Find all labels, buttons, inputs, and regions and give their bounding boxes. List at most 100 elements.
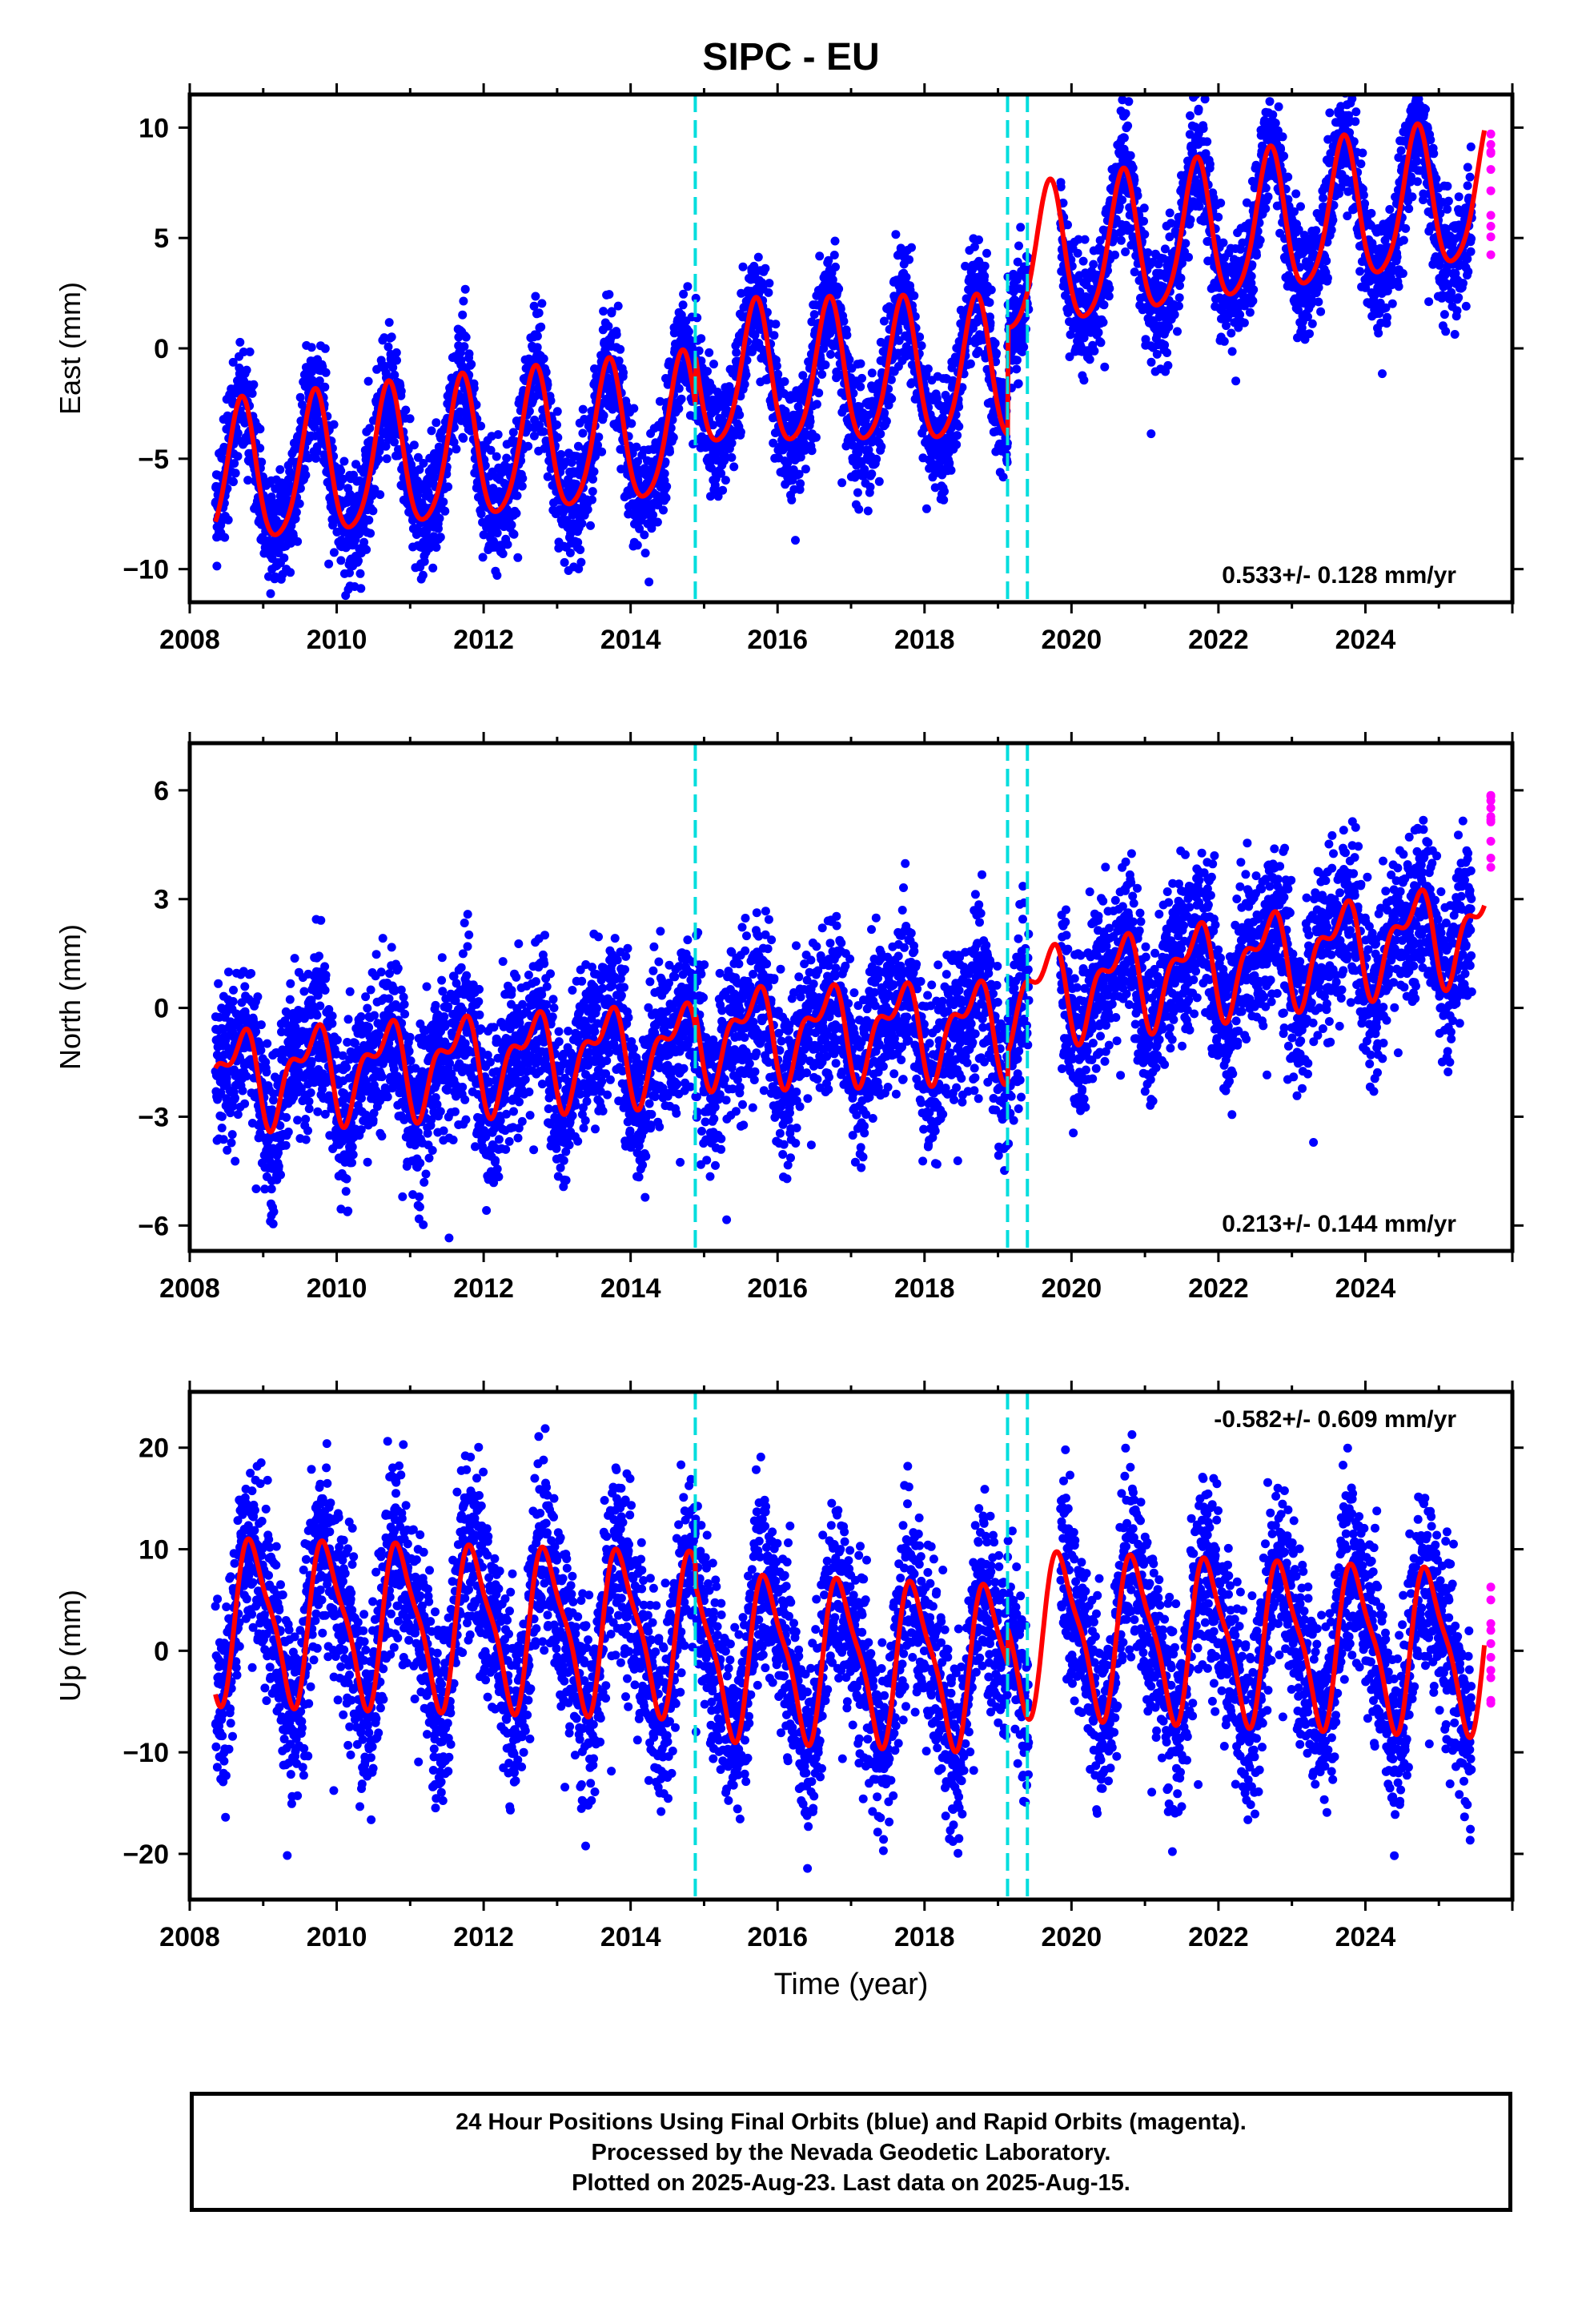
final-orbit-point (566, 529, 576, 538)
final-orbit-point (1126, 151, 1135, 160)
final-orbit-point (439, 497, 448, 507)
final-orbit-point (874, 476, 884, 486)
final-orbit-point (684, 327, 693, 336)
final-orbit-point (498, 549, 508, 558)
final-orbit-point (1176, 273, 1186, 283)
final-orbit-point (1279, 151, 1289, 161)
final-orbit-point (865, 482, 875, 492)
final-orbit-point (1270, 74, 1279, 83)
final-orbit-point (390, 370, 400, 380)
final-orbit-point (1181, 239, 1191, 248)
final-orbit-point (644, 577, 654, 587)
final-orbit-point (508, 428, 518, 437)
final-orbit-point (375, 447, 384, 456)
final-orbit-point (291, 508, 301, 517)
final-orbit-point (736, 428, 745, 436)
final-orbit-point (729, 462, 739, 472)
final-orbit-point (845, 355, 854, 364)
final-orbit-point (480, 460, 490, 470)
final-orbit-point (857, 373, 866, 383)
final-orbit-point (662, 482, 672, 491)
final-orbit-point (311, 453, 320, 463)
final-orbit-point (356, 584, 366, 593)
final-orbit-point (461, 332, 471, 342)
final-orbit-point (853, 488, 862, 497)
final-orbit-point (1124, 97, 1134, 107)
final-orbit-point (867, 368, 877, 378)
final-orbit-point (1123, 121, 1133, 131)
final-orbit-point (1163, 360, 1173, 370)
final-orbit-point (228, 357, 238, 367)
final-orbit-point (478, 553, 488, 562)
final-orbit-point (235, 337, 245, 347)
final-orbit-point (1173, 327, 1182, 336)
final-orbit-point (1140, 230, 1150, 239)
final-orbit-point (552, 407, 562, 416)
final-orbit-point (721, 476, 730, 485)
final-orbit-point (266, 589, 275, 598)
final-orbit-point (1128, 163, 1138, 173)
final-orbit-point (599, 307, 608, 316)
final-orbit-point (479, 530, 488, 540)
final-orbit-point (588, 495, 596, 505)
final-orbit-point (321, 368, 331, 377)
final-orbit-point (1222, 321, 1231, 331)
final-orbit-point (952, 440, 962, 449)
final-orbit-point (220, 533, 230, 542)
final-orbit-point (233, 428, 243, 438)
final-orbit-point (543, 472, 552, 481)
final-orbit-point (982, 248, 991, 258)
final-orbit-point (363, 376, 373, 386)
final-orbit-point (355, 569, 365, 578)
final-orbit-point (905, 255, 913, 264)
final-orbit-point (946, 465, 956, 475)
final-orbit-point (697, 334, 706, 344)
final-orbit-point (312, 442, 322, 452)
final-orbit-point (245, 347, 255, 356)
final-orbit-point (677, 394, 686, 404)
final-orbit-point (1080, 235, 1090, 244)
final-orbit-point (876, 429, 885, 439)
final-orbit-point (814, 388, 824, 398)
final-orbit-point (791, 536, 800, 545)
final-orbit-point (1019, 342, 1029, 352)
final-orbit-point (1165, 208, 1174, 218)
final-orbit-point (1079, 376, 1089, 385)
final-orbit-point (365, 424, 375, 433)
final-orbit-point (732, 348, 741, 357)
final-orbit-point (1247, 271, 1256, 281)
final-orbit-point (811, 432, 821, 442)
plot-area (211, 74, 1496, 601)
final-orbit-point (709, 360, 718, 369)
final-orbit-point (315, 376, 324, 385)
final-orbit-point (382, 454, 391, 464)
final-orbit-point (532, 343, 542, 352)
final-orbit-point (476, 421, 486, 431)
final-orbit-point (586, 521, 595, 530)
final-orbit-point (616, 344, 625, 354)
final-orbit-point (531, 292, 540, 301)
final-orbit-point (1164, 322, 1174, 332)
final-orbit-point (573, 441, 583, 451)
final-orbit-point (391, 348, 401, 357)
final-orbit-point (1139, 216, 1148, 226)
final-orbit-point (1186, 111, 1195, 120)
final-orbit-point (401, 405, 411, 415)
final-orbit-point (375, 490, 385, 500)
final-orbit-point (966, 359, 975, 368)
final-orbit-point (771, 320, 781, 329)
final-orbit-point (953, 431, 962, 440)
final-orbit-point (518, 473, 528, 483)
final-orbit-point (1014, 379, 1023, 388)
final-orbit-point (772, 361, 781, 371)
final-orbit-point (826, 350, 835, 359)
final-orbit-point (392, 356, 401, 365)
final-orbit-point (773, 369, 783, 379)
final-orbit-point (1205, 159, 1215, 169)
final-orbit-point (1255, 235, 1265, 245)
final-orbit-point (1110, 250, 1120, 259)
final-orbit-point (427, 426, 436, 436)
final-orbit-point (1203, 137, 1212, 147)
final-orbit-point (1100, 362, 1110, 372)
final-orbit-point (812, 400, 821, 409)
